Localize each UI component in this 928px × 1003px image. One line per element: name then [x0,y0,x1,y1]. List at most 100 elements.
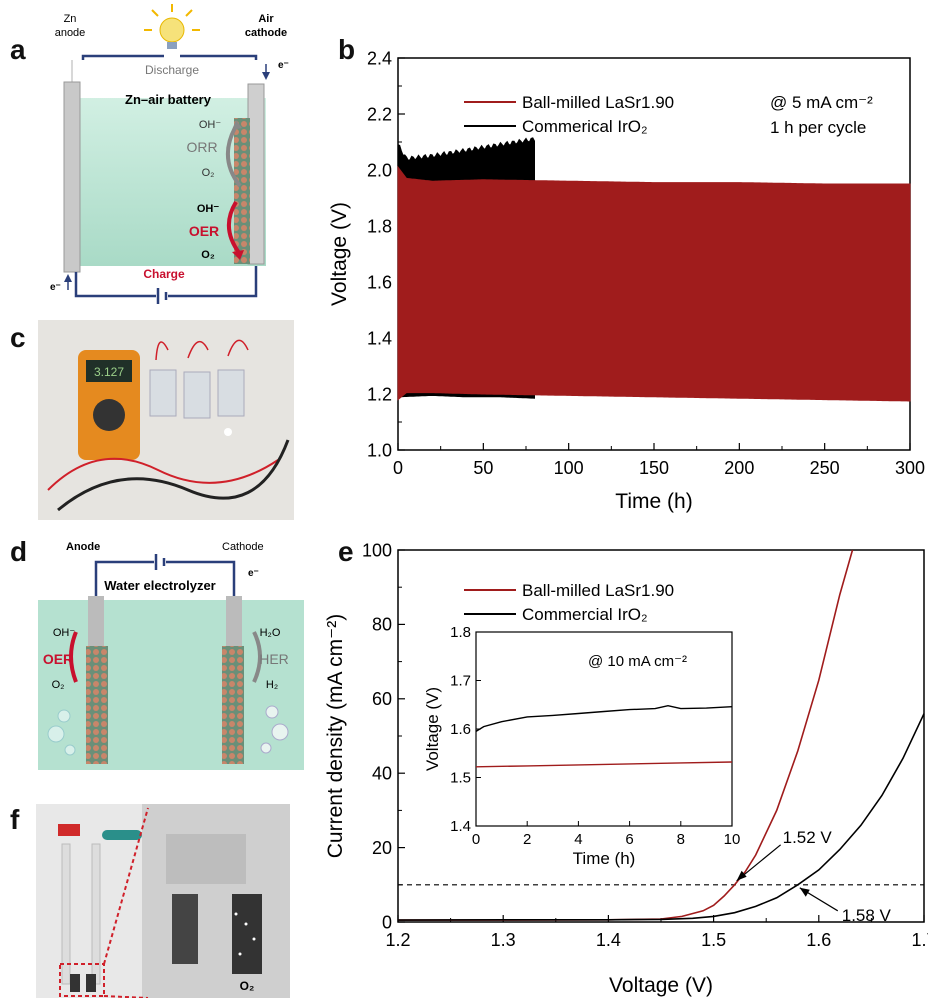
x-tick-label: 1.3 [491,930,516,950]
inset-frame [475,631,733,827]
x-tick-label: 300 [895,458,925,478]
chart-b-cycling: 0 50 100 150 200 250 300 1.0 1.2 1.4 1.6 1.8 2.0 2.2 2… [328,48,925,513]
inset-chart: 0 2 4 6 8 10 1.4 1.5 1.6 1.7 1.8 @ 10 mA cm⁻² Time (… [423,624,740,868]
light-bulb-icon [144,4,200,49]
y-tick-label: 1.0 [367,440,392,460]
y-tick-label: 0 [382,912,392,932]
x-tick-label: 1.7 [911,930,928,950]
legend-label: Commercial IrO₂ [522,605,648,624]
oer-arrow [227,200,242,256]
oer-label: OER [43,651,73,667]
air-label: Air [258,13,274,25]
annotation-158: 1.58 V [842,906,892,925]
panel-letter-b: b [338,34,356,65]
electron-top: e⁻ [278,60,289,71]
oer-arrow [69,631,78,683]
electrolyte [72,96,266,266]
x-tick-label: 1.6 [806,930,831,950]
annotation-current: @ 5 mA cm⁻² [770,93,873,112]
inset-y-tick-label: 1.7 [450,673,471,690]
y-tick-label: 2.4 [367,48,392,68]
y-tick-label: 1.2 [367,384,392,404]
x-tick-label: 1.5 [701,930,726,950]
panel-letter-f: f [10,804,20,835]
her-arrow [252,631,262,683]
inset-x-tick-label: 0 [472,831,480,848]
panel-letter-c: c [10,322,26,353]
x-tick-label: 0 [393,458,403,478]
electron-label: e⁻ [248,568,259,579]
y-axis-label: Voltage (V) [328,202,351,306]
anode-catalyst [86,646,108,764]
charge-wire [74,272,156,298]
battery-title: Zn–air battery [125,92,212,107]
discharge-label: Discharge [145,63,199,77]
o2-label-top: O₂ [202,167,215,179]
x-tick-label: 1.4 [596,930,621,950]
arrowhead [736,870,747,881]
electrolyzer-title: Water electrolyzer [104,578,216,593]
o2-label-bottom: O₂ [201,249,215,261]
inset-x-tick-label: 6 [625,831,633,848]
zinc-anode [63,81,81,273]
electron-bottom: e⁻ [50,282,61,293]
panel-letter-a: a [10,34,26,65]
inset-x-tick-label: 8 [677,831,685,848]
cathode-mesh [226,596,242,656]
air-cathode-catalyst [234,118,250,264]
x-axis-label: Time (h) [615,490,692,513]
zn-air-battery-schematic: Zn anode Air cathode e⁻ e⁻ Discharge Zn–… [50,4,289,304]
annotation-152: 1.52 V [783,828,833,847]
anode-label: anode [55,27,86,39]
series-band-lasr [397,165,911,402]
oh-label-top: OH⁻ [199,119,222,131]
orr-arrow [225,125,242,188]
svg-text:3.127: 3.127 [94,365,124,379]
y-tick-label: 40 [372,764,392,784]
annotation-cycle: 1 h per cycle [770,118,866,137]
h2o-label: H₂O [260,627,281,639]
oer-label: OER [189,223,219,239]
h2-label: H₂ [266,679,278,691]
y-tick-label: 20 [372,838,392,858]
legend-label: Commerical IrO₂ [522,117,648,136]
x-axis-label: Voltage (V) [609,974,713,997]
electrolyzer-photo: O₂ [36,804,290,998]
charge-label: Charge [143,267,185,281]
panel-letter-e: e [338,536,354,567]
orr-label: ORR [186,139,217,155]
y-tick-label: 1.4 [367,328,392,348]
battery-demo-photo: 3.127 [38,320,294,520]
o2-photo-label: O₂ [240,979,255,993]
chart-e-polarization: 1.21.31.41.51.61.7020406080100Ball-mille… [324,540,928,997]
inset-annotation: @ 10 mA cm⁻² [588,653,687,670]
x-tick-label: 1.2 [385,930,410,950]
legend-label: Ball-milled LaSr1.90 [522,581,674,600]
oh-label-bottom: OH⁻ [197,203,220,215]
water-electrolyzer-schematic: Anode Cathode e⁻ Water electrolyzer OH⁻ … [38,541,304,770]
x-tick-label: 150 [639,458,669,478]
inset-x-axis-label: Time (h) [573,849,636,868]
o2-label: O₂ [52,679,65,691]
legend-label: Ball-milled LaSr1.90 [522,93,674,112]
y-axis-label: Current density (mA cm⁻²) [324,614,347,858]
cathode-label: Cathode [222,541,264,553]
y-tick-label: 2.0 [367,160,392,180]
inset-y-axis-label: Voltage (V) [423,687,442,771]
y-tick-label: 60 [372,689,392,709]
anode-mesh [88,596,104,656]
electrolyte [38,600,304,770]
inset-y-tick-label: 1.5 [450,770,471,787]
x-tick-label: 50 [473,458,493,478]
panel-letter-d: d [10,536,28,567]
x-tick-label: 200 [724,458,754,478]
y-tick-label: 1.8 [367,216,392,236]
zn-label: Zn [64,13,77,25]
y-tick-label: 2.2 [367,104,392,124]
arrowhead [799,887,810,897]
inset-y-tick-label: 1.8 [450,624,471,641]
her-label: HER [259,651,289,667]
inset-series-iro2 [475,704,733,732]
y-tick-label: 80 [372,615,392,635]
x-tick-label: 100 [554,458,584,478]
